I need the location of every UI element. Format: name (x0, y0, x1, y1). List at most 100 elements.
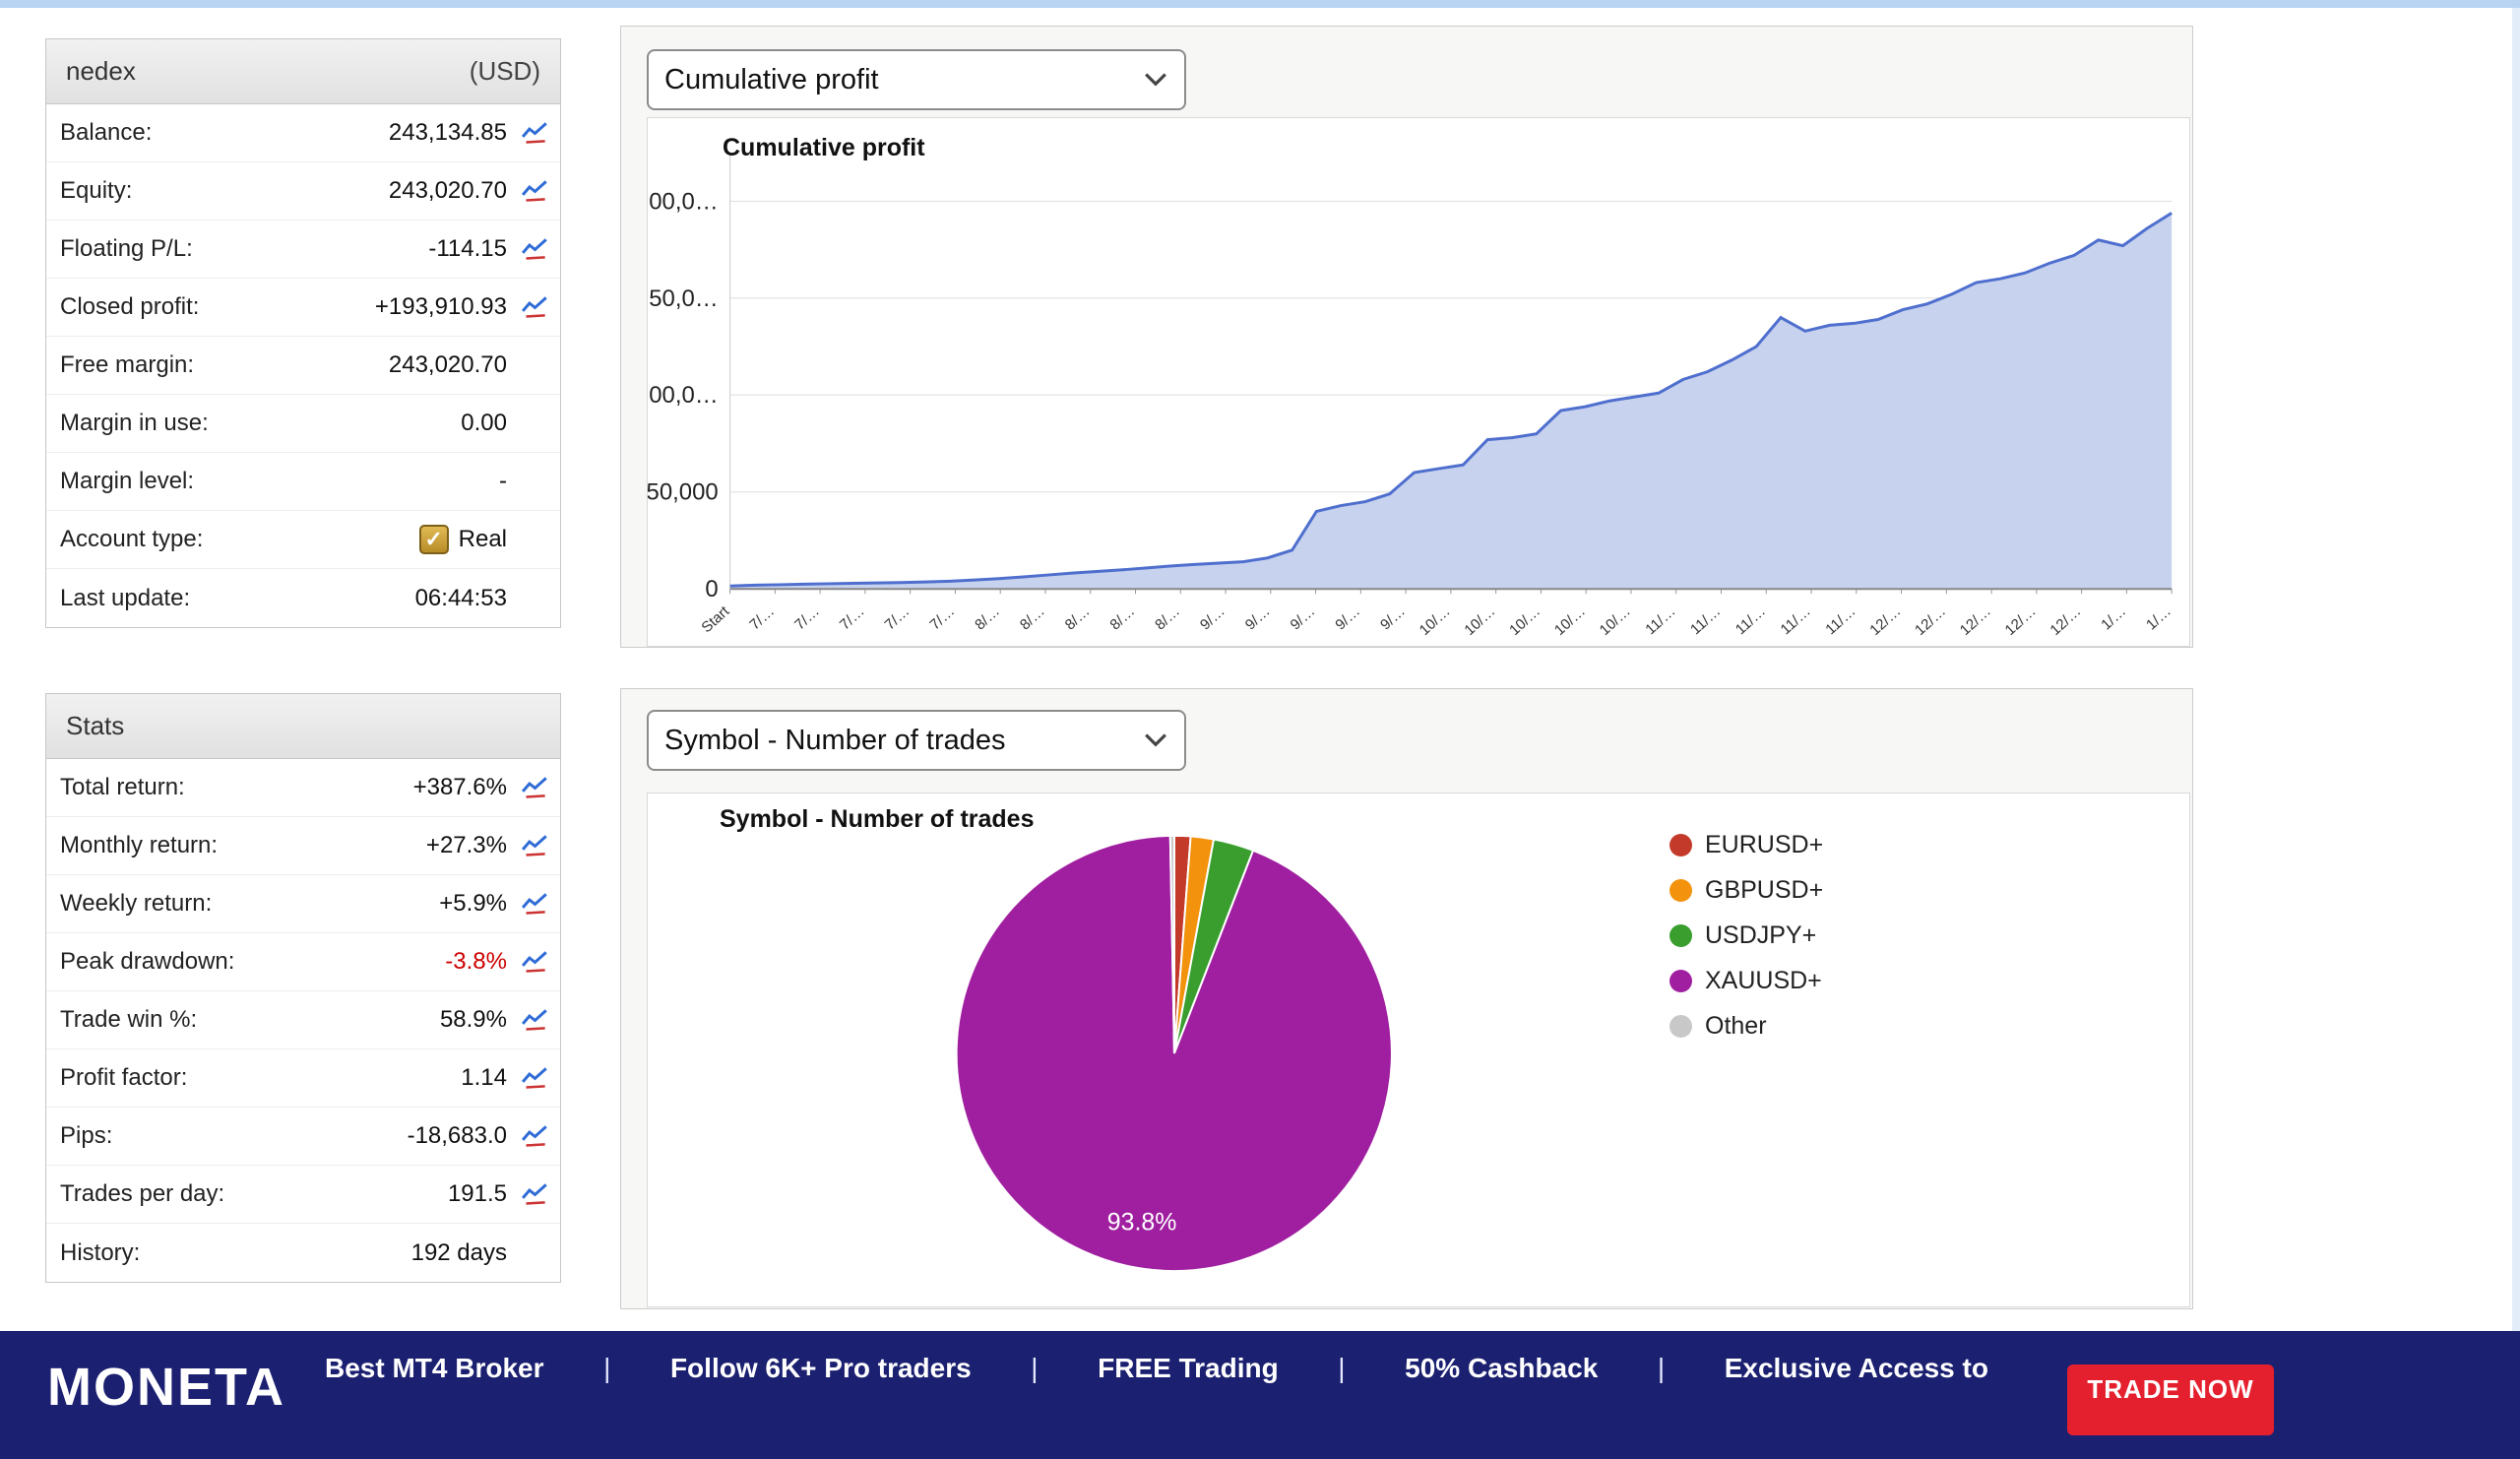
row-value: 1.14 (461, 1064, 507, 1092)
svg-text:11/…: 11/… (1642, 603, 1678, 638)
svg-text:12/…: 12/… (1912, 603, 1949, 639)
legend-item[interactable]: USDJPY+ (1670, 921, 1823, 950)
svg-text:200,0…: 200,0… (648, 188, 719, 215)
stats-title: Stats (66, 711, 124, 741)
banner-separator: | (1031, 1353, 1038, 1384)
profit-metric-select-value: Cumulative profit (664, 64, 879, 96)
svg-text:11/…: 11/… (1822, 603, 1858, 638)
stats-rows: Total return:+387.6%Monthly return:+27.3… (46, 759, 560, 1282)
svg-text:10/…: 10/… (1597, 603, 1634, 639)
stats-row: Total return:+387.6% (46, 759, 560, 817)
mini-chart-icon[interactable] (517, 1009, 552, 1032)
svg-text:11/…: 11/… (1687, 603, 1724, 638)
row-label: Equity: (60, 177, 389, 205)
chevron-down-icon (1145, 733, 1166, 747)
trade-now-button[interactable]: TRADE NOW (2067, 1364, 2274, 1435)
svg-text:9/…: 9/… (1332, 603, 1363, 633)
svg-text:8/…: 8/… (972, 603, 1003, 633)
svg-text:12/…: 12/… (1866, 603, 1904, 639)
trades-breakdown-select[interactable]: Symbol - Number of trades (647, 710, 1186, 771)
stats-row: Pips:-18,683.0 (46, 1108, 560, 1166)
svg-text:0: 0 (705, 576, 718, 603)
row-value: 243,134.85 (389, 119, 507, 147)
banner-nav: Best MT4 Broker|Follow 6K+ Pro traders|F… (325, 1353, 1988, 1384)
symbol-trades-chart-title: Symbol - Number of trades (720, 805, 1035, 834)
banner-item[interactable]: FREE Trading (1098, 1353, 1279, 1384)
legend-color-dot (1670, 924, 1692, 947)
mini-chart-icon[interactable] (517, 893, 552, 916)
svg-text:100,0…: 100,0… (648, 382, 719, 409)
row-value: 243,020.70 (389, 177, 507, 205)
account-type-checkbox[interactable]: ✓ (419, 525, 449, 554)
cumulative-profit-section: Cumulative profit Cumulative profit 050,… (620, 26, 2193, 648)
stats-row: Weekly return:+5.9% (46, 875, 560, 933)
right-border-strip (2512, 8, 2520, 1331)
svg-text:1/…: 1/… (2143, 603, 2174, 633)
pie-legend: EURUSD+ GBPUSD+ USDJPY+ XAUUSD+ Other (1670, 831, 1823, 1041)
mini-chart-icon[interactable] (517, 1125, 552, 1148)
svg-text:12/…: 12/… (2002, 603, 2040, 639)
account-name: nedex (66, 56, 136, 87)
legend-item[interactable]: GBPUSD+ (1670, 876, 1823, 905)
svg-text:7/…: 7/… (837, 603, 868, 633)
banner-item[interactable]: Exclusive Access to (1725, 1353, 1988, 1384)
row-label: Margin level: (60, 468, 499, 495)
row-label: Weekly return: (60, 890, 439, 918)
row-label: Total return: (60, 774, 413, 801)
row-label: Pips: (60, 1122, 408, 1150)
broker-logo[interactable]: MONETA (47, 1357, 285, 1418)
stats-row: Trade win %:58.9% (46, 991, 560, 1049)
mini-chart-icon[interactable] (517, 122, 552, 145)
account-row: Margin in use:0.00 (46, 395, 560, 453)
banner-item[interactable]: 50% Cashback (1405, 1353, 1598, 1384)
account-currency: (USD) (470, 56, 540, 87)
svg-text:9/…: 9/… (1197, 603, 1228, 633)
account-row: Closed profit:+193,910.93 (46, 279, 560, 337)
row-label: Floating P/L: (60, 235, 428, 263)
profit-metric-select[interactable]: Cumulative profit (647, 49, 1186, 110)
top-border-strip (0, 0, 2520, 8)
row-label: Balance: (60, 119, 389, 147)
mini-chart-icon[interactable] (517, 1067, 552, 1090)
legend-item[interactable]: EURUSD+ (1670, 831, 1823, 859)
stats-row: Profit factor:1.14 (46, 1049, 560, 1108)
legend-color-dot (1670, 879, 1692, 902)
legend-color-dot (1670, 834, 1692, 856)
mini-chart-icon[interactable] (517, 777, 552, 799)
mini-chart-icon[interactable] (517, 296, 552, 319)
trades-breakdown-select-value: Symbol - Number of trades (664, 725, 1006, 757)
row-value: 06:44:53 (415, 585, 507, 612)
svg-text:50,000: 50,000 (648, 479, 719, 506)
row-value: +387.6% (413, 774, 507, 801)
banner-item[interactable]: Best MT4 Broker (325, 1353, 544, 1384)
svg-text:12/…: 12/… (2047, 603, 2084, 639)
row-value: +27.3% (426, 832, 507, 859)
mini-chart-icon[interactable] (517, 180, 552, 203)
account-rows: Balance:243,134.85Equity:243,020.70Float… (46, 104, 560, 627)
stats-row: Peak drawdown:-3.8% (46, 933, 560, 991)
mini-chart-icon[interactable] (517, 238, 552, 261)
row-label: History: (60, 1239, 411, 1267)
svg-text:Start: Start (698, 603, 732, 636)
symbol-trades-pie-chart: 93.8% (648, 793, 2189, 1306)
chevron-down-icon (1145, 73, 1166, 87)
mini-chart-icon[interactable] (517, 951, 552, 974)
row-value: +5.9% (439, 890, 507, 918)
row-value: 0.00 (461, 410, 507, 437)
row-value: 243,020.70 (389, 351, 507, 379)
row-label: Peak drawdown: (60, 948, 445, 976)
row-label: Free margin: (60, 351, 389, 379)
row-value: -114.15 (428, 235, 507, 263)
svg-text:10/…: 10/… (1461, 603, 1498, 639)
banner-item[interactable]: Follow 6K+ Pro traders (670, 1353, 972, 1384)
stats-panel-header: Stats (46, 694, 560, 759)
legend-item[interactable]: Other (1670, 1012, 1823, 1041)
row-value: 192 days (411, 1239, 507, 1267)
stats-row: History:192 days (46, 1224, 560, 1282)
legend-item[interactable]: XAUUSD+ (1670, 967, 1823, 995)
promo-banner: MONETA Best MT4 Broker | Follow 6K+ Pro tr… (0, 1331, 2520, 1459)
svg-text:10/…: 10/… (1506, 603, 1544, 639)
mini-chart-icon[interactable] (517, 1183, 552, 1206)
mini-chart-icon[interactable] (517, 835, 552, 857)
svg-text:8/…: 8/… (1106, 603, 1138, 633)
